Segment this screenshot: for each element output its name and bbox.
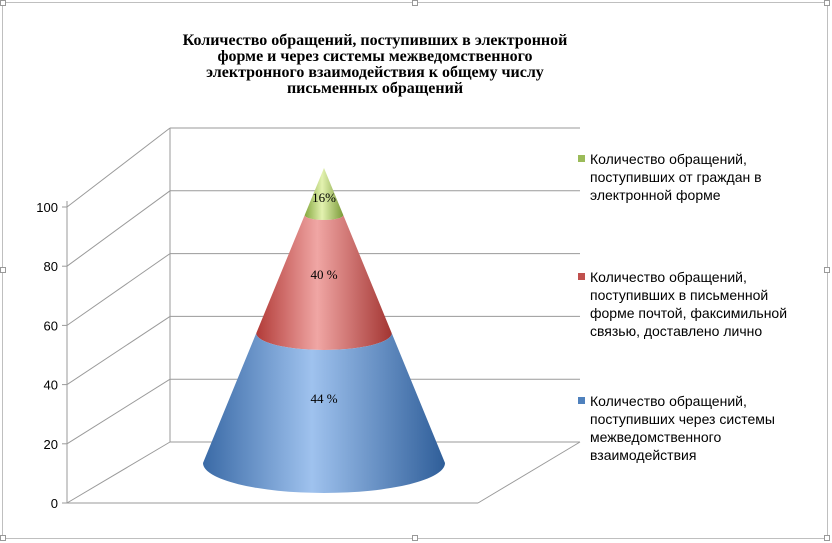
y-tick-label-5: 100	[36, 200, 58, 215]
data-label-1: 40 %	[310, 267, 337, 282]
gridline-side-5	[66, 127, 171, 208]
legend-label-0: Количество обращений, поступивших через …	[590, 393, 775, 463]
pyramid-segment-0	[203, 333, 445, 493]
gridline-side-0	[66, 441, 171, 504]
data-label-2: 16%	[312, 190, 336, 205]
pyramid-segment-2	[304, 168, 344, 220]
y-tick-label-1: 20	[44, 437, 58, 452]
pyramid-segment-1	[256, 215, 392, 350]
legend-swatch-0	[578, 397, 585, 404]
resize-handle-bottom[interactable]	[412, 535, 418, 541]
resize-handle-top-right[interactable]	[824, 0, 830, 6]
legend-label-1: Количество обращений, поступивших в пись…	[590, 269, 788, 339]
chart-title: Количество обращений, поступивших в элек…	[182, 32, 568, 97]
floor-right-edge	[477, 441, 581, 504]
legend-label-2: Количество обращений, поступивших от гра…	[590, 151, 762, 203]
resize-handle-bottom-left[interactable]	[0, 535, 6, 541]
gridline-side-2	[66, 315, 171, 386]
resize-handle-bottom-right[interactable]	[824, 535, 830, 541]
y-tick-label-3: 60	[44, 318, 58, 333]
y-tick-label-4: 80	[44, 259, 58, 274]
gridline-side-4	[66, 190, 171, 267]
resize-handle-top[interactable]	[412, 0, 418, 6]
data-label-0: 44 %	[310, 391, 337, 406]
gridline-side-1	[66, 378, 171, 445]
gridline-side-3	[66, 253, 171, 326]
y-tick-label-0: 0	[51, 496, 58, 511]
resize-handle-top-left[interactable]	[0, 0, 6, 6]
resize-handle-right[interactable]	[824, 267, 830, 273]
resize-handle-left[interactable]	[0, 267, 6, 273]
y-tick-label-2: 40	[44, 378, 58, 393]
legend-swatch-2	[578, 155, 585, 162]
legend-swatch-1	[578, 273, 585, 280]
